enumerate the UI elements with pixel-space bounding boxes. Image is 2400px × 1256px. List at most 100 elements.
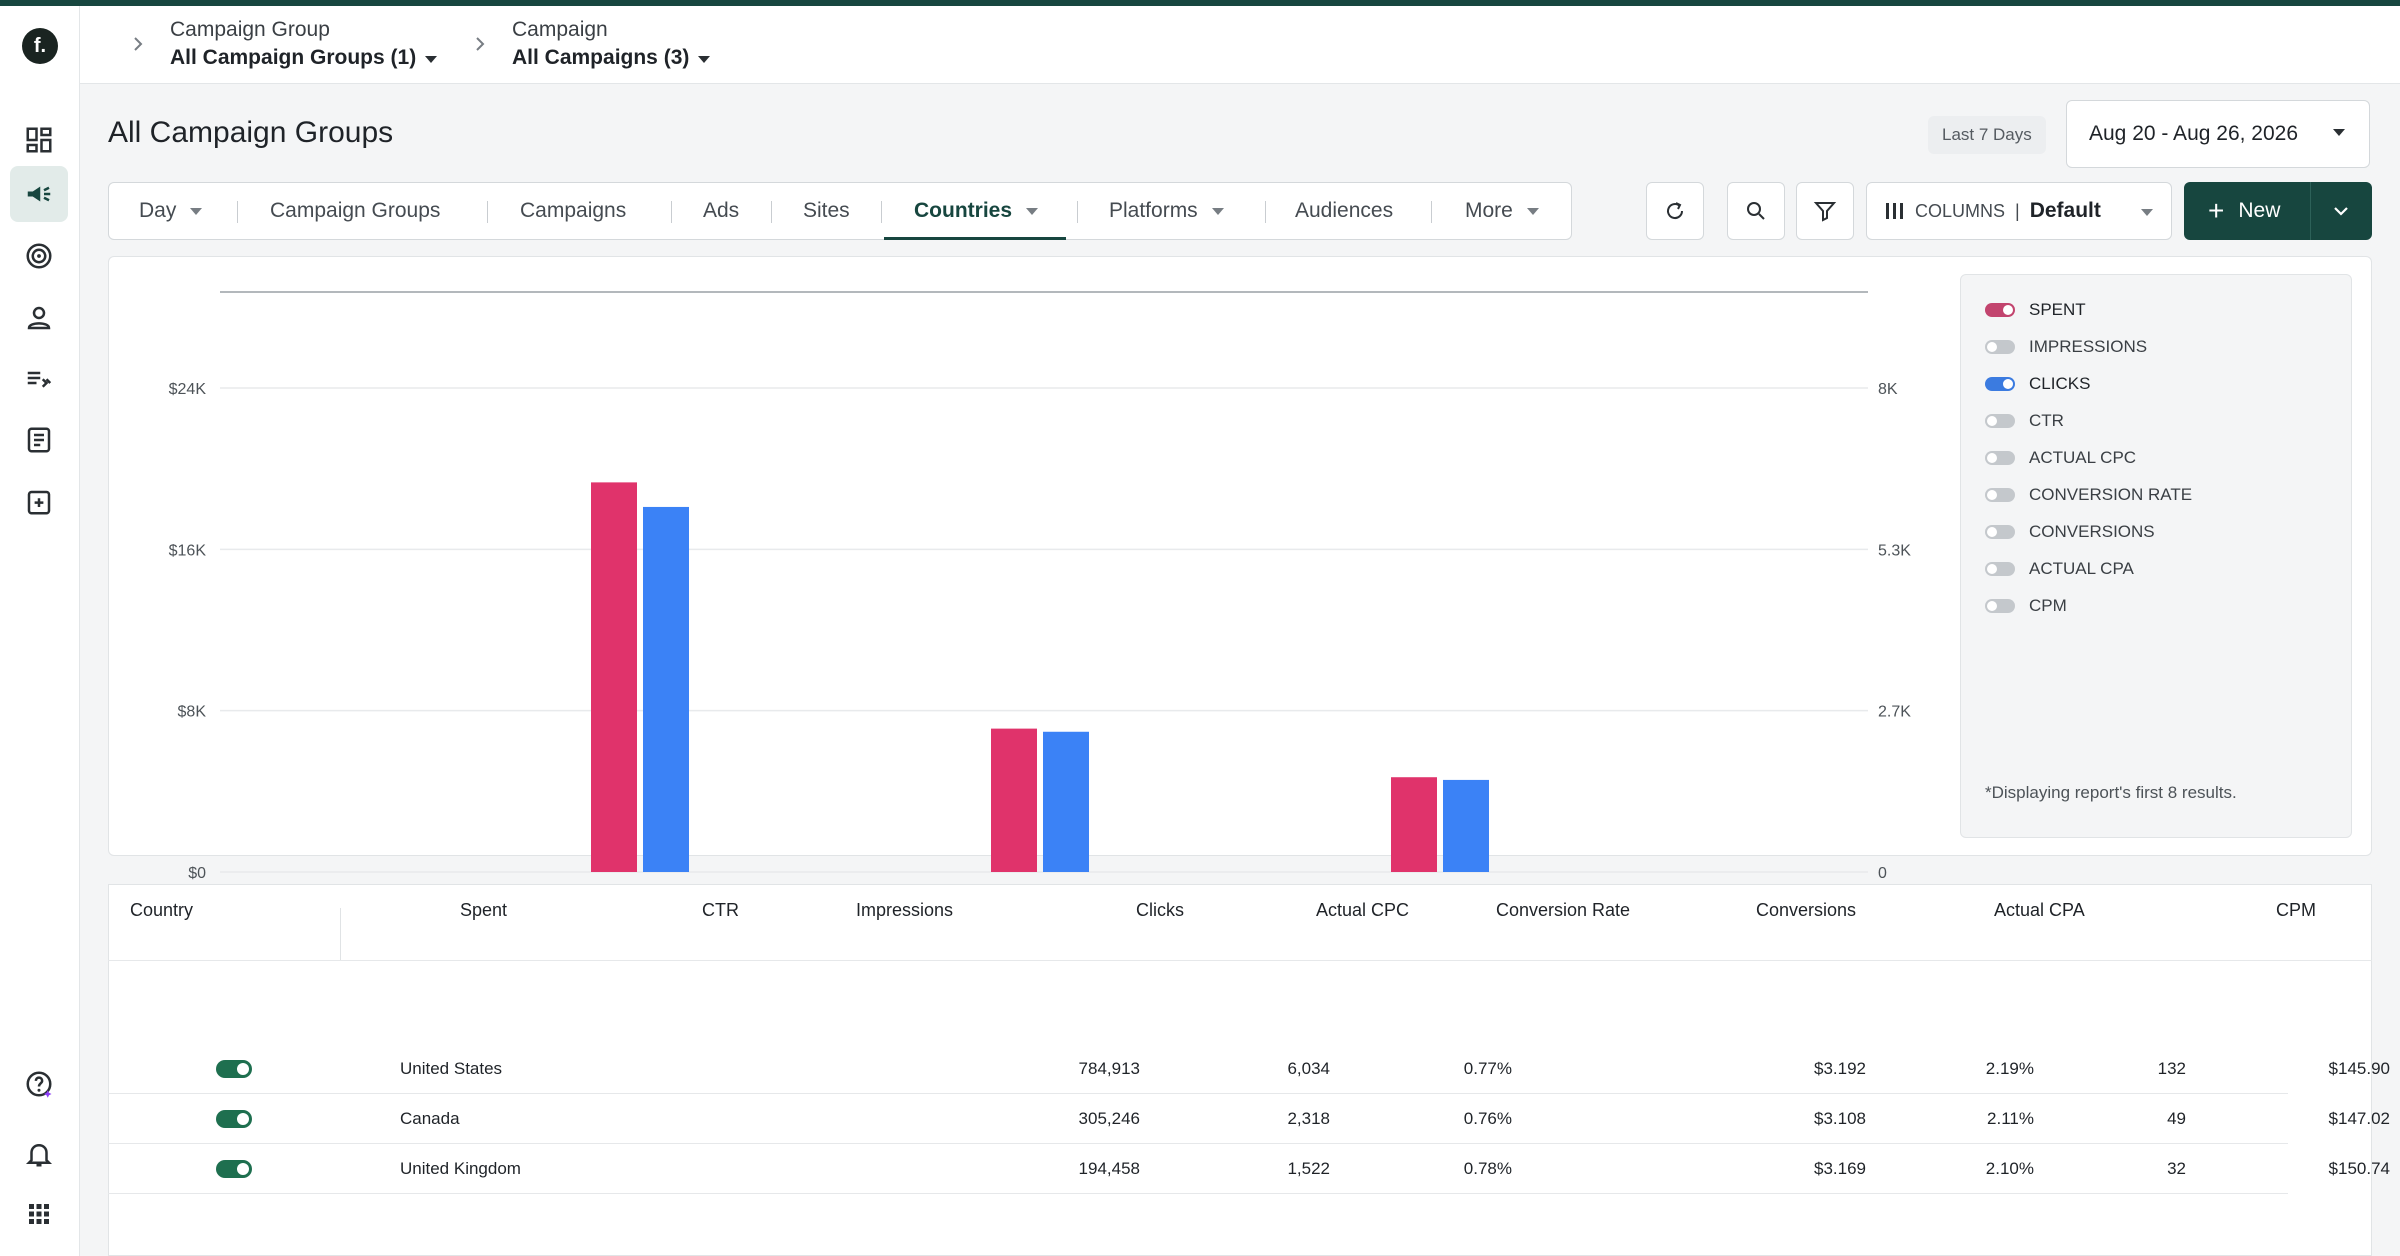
audience-person-icon[interactable] (10, 290, 68, 346)
cell-country: Canada (400, 1109, 460, 1128)
dashboard-icon[interactable] (10, 112, 68, 168)
cell-clicks: 6,034 (1287, 1059, 1330, 1078)
top-accent-bar (0, 0, 2400, 6)
metric-toggle-actual-cpc[interactable]: ACTUAL CPC (1985, 445, 2136, 471)
metric-toggle-actual-cpa[interactable]: ACTUAL CPA (1985, 556, 2134, 582)
search-icon (1747, 202, 1765, 220)
target-icon[interactable] (10, 228, 68, 284)
metric-toggle-conversion-rate[interactable]: CONVERSION RATE (1985, 482, 2192, 508)
breadcrumb-campaign-group[interactable]: Campaign Group All Campaign Groups (1) (170, 18, 438, 70)
column-header-ctr[interactable]: CTR (702, 900, 739, 920)
toggle-switch[interactable] (1985, 451, 2015, 465)
tab-platforms[interactable]: Platforms (1109, 183, 1224, 239)
breadcrumb-label: Campaign Group (170, 18, 330, 41)
tab-countries[interactable]: Countries (883, 183, 1067, 240)
columns-select[interactable]: COLUMNS | Default (1866, 182, 2172, 240)
caret-down-icon (190, 207, 203, 215)
toggle-switch[interactable] (1985, 377, 2015, 391)
app-logo[interactable]: f. (22, 28, 58, 64)
row-status-toggle[interactable] (216, 1060, 252, 1078)
filter-icon (1813, 202, 1837, 222)
caret-down-icon (1526, 207, 1539, 215)
cell-impressions: 784,913 (1078, 1059, 1140, 1078)
toggle-switch[interactable] (1985, 414, 2015, 428)
tab-ads[interactable]: Ads (703, 199, 740, 222)
page-title: All Campaign Groups (108, 116, 394, 149)
tab-campaigns[interactable]: Campaigns (520, 199, 627, 222)
metric-label: IMPRESSIONS (2029, 337, 2148, 356)
search-button[interactable] (1727, 182, 1785, 240)
table-row[interactable]: United Kingdom 194,458 1,522 0.78% $3.16… (108, 1144, 2390, 1194)
column-header-actual-cpc[interactable]: Actual CPC (1316, 900, 1410, 920)
notifications-bell-icon[interactable] (10, 1126, 68, 1182)
tab-campaign-groups[interactable]: Campaign Groups (270, 199, 441, 222)
cell-cpm: $150.74 (2328, 1159, 2390, 1178)
row-status-toggle[interactable] (216, 1110, 252, 1128)
metric-toggle-impressions[interactable]: IMPRESSIONS (1985, 334, 2147, 360)
filter-button[interactable] (1796, 182, 1854, 240)
help-question-icon[interactable] (10, 1056, 68, 1112)
toggle-switch[interactable] (1985, 488, 2015, 502)
y-left-tick-label: $16K (169, 542, 207, 559)
row-status-toggle[interactable] (216, 1160, 252, 1178)
new-button[interactable]: + New (2184, 182, 2372, 240)
cell-cpm: $145.90 (2328, 1059, 2390, 1078)
chevron-right-icon (476, 37, 485, 51)
cell-actual-cpc: $3.169 (1814, 1159, 1866, 1178)
column-header-conversion-rate[interactable]: Conversion Rate (1496, 900, 1631, 920)
metric-toggle-spent[interactable]: SPENT (1985, 297, 2086, 323)
metric-toggle-clicks[interactable]: CLICKS (1985, 371, 2090, 397)
legend-note: *Displaying report's first 8 results. (1985, 783, 2237, 802)
column-header-country[interactable]: Country (130, 900, 194, 920)
bar-spent (991, 728, 1037, 872)
column-header-spent[interactable]: Spent (460, 900, 508, 920)
toggle-switch[interactable] (1985, 303, 2015, 317)
toggle-switch[interactable] (1985, 599, 2015, 613)
rules-list-icon[interactable] (10, 350, 68, 406)
tab-divider (1077, 201, 1078, 223)
apps-grid-icon[interactable] (10, 1186, 68, 1242)
column-header-actual-cpa[interactable]: Actual CPA (1994, 900, 2085, 920)
plus-icon: + (2208, 195, 2225, 226)
cell-conversions: 32 (2167, 1159, 2186, 1178)
breadcrumb-campaign[interactable]: Campaign All Campaigns (3) (512, 18, 711, 70)
metric-label: SPENT (2029, 300, 2086, 319)
tab-sites[interactable]: Sites (803, 199, 850, 222)
cell-ctr: 0.78% (1463, 1159, 1512, 1178)
tab-audiences[interactable]: Audiences (1295, 199, 1394, 222)
caret-down-icon (2333, 129, 2345, 136)
column-header-clicks[interactable]: Clicks (1136, 900, 1184, 920)
campaigns-megaphone-icon[interactable] (10, 166, 68, 222)
column-header-cpm[interactable]: CPM (2276, 900, 2316, 920)
tab-day[interactable]: Day (139, 183, 203, 239)
metric-toggle-conversions[interactable]: CONVERSIONS (1985, 519, 2155, 545)
column-header-conversions[interactable]: Conversions (1756, 900, 1857, 920)
toggle-switch[interactable] (1985, 562, 2015, 576)
cell-conversion-rate: 2.11% (1987, 1109, 2034, 1128)
column-header-impressions[interactable]: Impressions (856, 900, 954, 920)
reports-document-icon[interactable] (10, 412, 68, 468)
y-left-tick-label: $24K (169, 381, 207, 398)
metric-toggle-cpm[interactable]: CPM (1985, 593, 2067, 619)
chevron-down-icon[interactable] (2330, 200, 2352, 222)
columns-icon (1886, 203, 1903, 219)
date-range-select[interactable]: Aug 20 - Aug 26, 2026 (2066, 100, 2370, 168)
cell-impressions: 194,458 (1078, 1159, 1140, 1178)
toggle-switch[interactable] (1985, 525, 2015, 539)
cell-conversions: 49 (2167, 1109, 2186, 1128)
caret-down-icon (2141, 209, 2153, 216)
chevron-right-icon (134, 37, 143, 51)
refresh-button[interactable] (1646, 182, 1704, 240)
cell-cpm: $147.02 (2328, 1109, 2390, 1128)
cell-country: United States (400, 1059, 503, 1078)
add-creative-icon[interactable] (10, 474, 68, 530)
table-row[interactable]: Canada 305,246 2,318 0.76% $3.108 2.11% … (108, 1094, 2390, 1144)
metric-toggle-ctr[interactable]: CTR (1985, 408, 2064, 434)
table-row[interactable]: United States 784,913 6,034 0.77% $3.192… (108, 1044, 2390, 1094)
breadcrumb-label: Campaign (512, 18, 608, 41)
toggle-switch[interactable] (1985, 340, 2015, 354)
caret-down-icon (425, 56, 438, 64)
tab-more[interactable]: More (1465, 183, 1539, 239)
tab-divider (771, 201, 772, 223)
date-preset-chip[interactable]: Last 7 Days (1928, 116, 2046, 154)
